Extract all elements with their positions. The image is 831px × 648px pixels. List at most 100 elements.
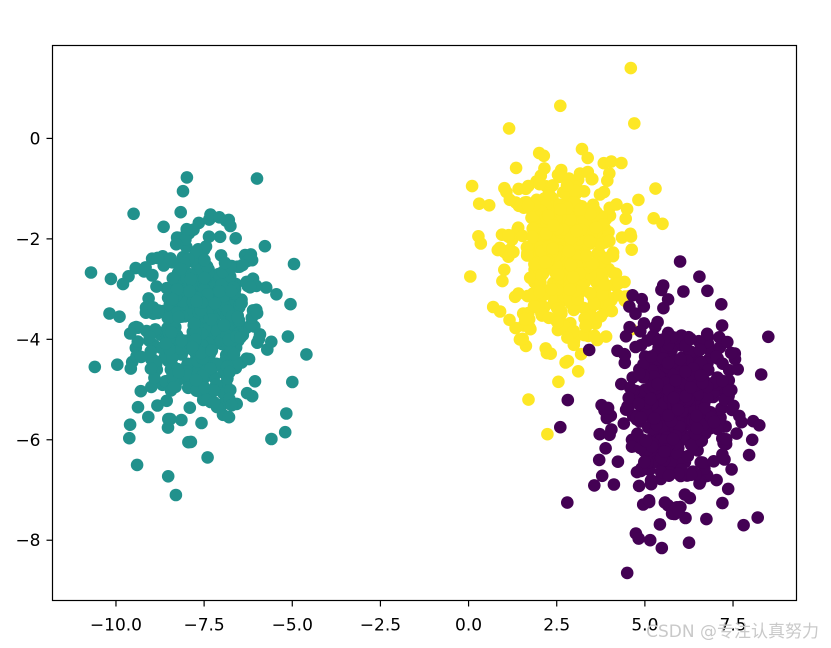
- scatter-point: [629, 307, 642, 321]
- scatter-point: [638, 455, 651, 469]
- scatter-point: [270, 288, 283, 301]
- scatter-point: [547, 219, 560, 232]
- scatter-point: [166, 292, 179, 306]
- scatter-point: [166, 272, 180, 285]
- scatter-point: [684, 332, 697, 346]
- scatter-point: [707, 455, 720, 468]
- scatter-point: [561, 354, 575, 368]
- scatter-point: [520, 249, 534, 262]
- scatter-point: [146, 268, 159, 282]
- scatter-point: [642, 494, 656, 507]
- scatter-point: [287, 257, 301, 271]
- scatter-point: [527, 299, 541, 313]
- scatter-point: [583, 286, 597, 300]
- scatter-point: [632, 397, 645, 411]
- scatter-point: [681, 449, 695, 463]
- scatter-point: [651, 377, 664, 391]
- scatter-point: [151, 399, 164, 412]
- scatter-point: [622, 391, 635, 405]
- scatter-point: [161, 470, 175, 483]
- scatter-point: [656, 217, 669, 231]
- scatter-point: [666, 432, 680, 446]
- scatter-point: [662, 469, 676, 483]
- scatter-point: [570, 224, 583, 238]
- scatter-point: [652, 335, 665, 348]
- scatter-point: [579, 319, 592, 333]
- scatter-point: [509, 161, 523, 175]
- scatter-point: [678, 488, 692, 501]
- scatter-point: [207, 384, 221, 397]
- scatter-point: [603, 428, 616, 442]
- scatter-point: [593, 188, 607, 201]
- scatter-point: [612, 277, 625, 290]
- scatter-point: [624, 61, 638, 75]
- scatter-point: [224, 219, 237, 233]
- scatter-point: [595, 469, 609, 483]
- series-0: [84, 171, 313, 502]
- y-tick-label: −6: [15, 431, 40, 451]
- scatter-point: [175, 413, 188, 427]
- scatter-point: [599, 330, 613, 343]
- scatter-point: [620, 566, 634, 580]
- scatter-point: [754, 368, 768, 381]
- scatter-point: [218, 256, 232, 270]
- scatter-point: [745, 433, 759, 447]
- scatter-point: [252, 332, 266, 346]
- scatter-point: [213, 211, 226, 224]
- scatter-point: [672, 467, 685, 481]
- scatter-point: [503, 193, 517, 207]
- scatter-point: [507, 245, 520, 259]
- x-tick-label: 5.0: [631, 616, 658, 636]
- scatter-point: [227, 347, 241, 361]
- scatter-point: [243, 281, 257, 294]
- y-tick-label: −4: [15, 330, 40, 350]
- scatter-point: [618, 347, 631, 361]
- x-axis: −10.0 −7.5 −5.0 −2.5 0.0 2.5 5.0 7.5: [90, 600, 747, 636]
- scatter-point: [693, 270, 706, 284]
- scatter-point: [701, 284, 714, 298]
- scatter-point: [538, 255, 552, 269]
- scatter-point: [542, 209, 555, 222]
- scatter-point: [516, 229, 529, 243]
- scatter-point: [581, 151, 594, 165]
- x-tick-label: 0.0: [455, 616, 482, 636]
- series-1: [464, 61, 669, 441]
- scatter-point: [674, 352, 687, 366]
- scatter-point: [183, 284, 196, 298]
- scatter-point: [554, 304, 568, 318]
- x-tick-label: −2.5: [360, 616, 401, 636]
- scatter-point: [594, 310, 608, 323]
- scatter-point: [560, 179, 574, 192]
- y-tick-label: 0: [30, 129, 41, 149]
- scatter-point: [716, 374, 729, 388]
- scatter-point: [603, 234, 616, 248]
- scatter-point: [103, 307, 116, 320]
- scatter-point: [176, 184, 190, 198]
- scatter-point: [502, 228, 515, 242]
- scatter-point: [280, 407, 293, 420]
- scatter-point: [628, 117, 641, 130]
- scatter-point: [174, 205, 187, 219]
- scatter-point: [151, 251, 164, 265]
- scatter-point: [600, 251, 614, 265]
- scatter-point: [617, 417, 631, 430]
- scatter-point: [730, 427, 743, 440]
- scatter-point: [225, 399, 238, 412]
- scatter-point: [533, 285, 546, 299]
- scatter-point: [684, 381, 698, 394]
- scatter-point: [682, 536, 696, 549]
- scatter-point: [671, 403, 685, 416]
- scatter-point: [213, 230, 227, 244]
- scatter-point: [762, 330, 775, 344]
- scatter-point: [300, 348, 313, 361]
- scatter-point: [134, 384, 148, 398]
- x-tick-label: −7.5: [183, 616, 224, 636]
- scatter-point: [286, 375, 299, 389]
- scatter-point: [658, 496, 672, 509]
- scatter-point: [630, 465, 644, 479]
- scatter-point: [242, 352, 256, 366]
- scatter-point: [623, 381, 637, 395]
- scatter-point: [123, 431, 136, 445]
- scatter-point: [182, 435, 195, 449]
- scatter-point: [624, 230, 638, 243]
